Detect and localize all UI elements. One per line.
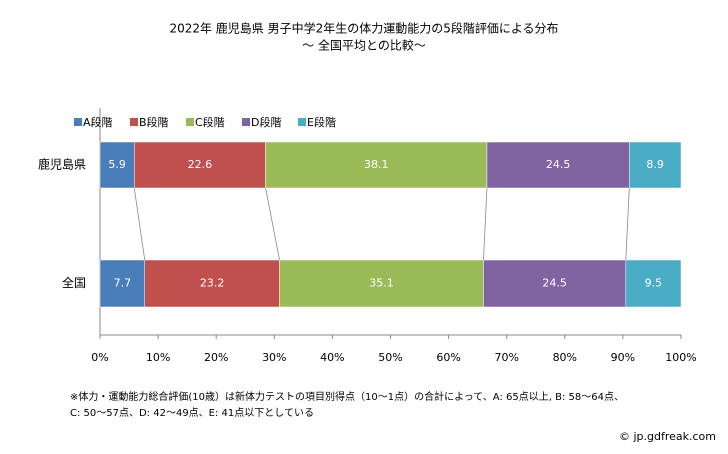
x-tick-label: 30% bbox=[262, 351, 286, 364]
bar-segment bbox=[99, 259, 145, 308]
connector-line bbox=[265, 187, 280, 261]
value-label: 38.1 bbox=[364, 158, 389, 171]
source: © jp.gdfreak.com bbox=[619, 430, 716, 443]
legend-swatch bbox=[186, 118, 194, 126]
value-label: 8.9 bbox=[646, 158, 664, 171]
x-tick-label: 40% bbox=[320, 351, 344, 364]
value-label: 5.9 bbox=[108, 158, 126, 171]
x-tick-label: 0% bbox=[91, 351, 108, 364]
bar-segment bbox=[265, 141, 488, 189]
legend-swatch bbox=[298, 118, 306, 126]
x-tick-label: 70% bbox=[494, 351, 518, 364]
y-tick-label: 鹿児島県 bbox=[38, 157, 86, 172]
legend-swatch bbox=[242, 118, 250, 126]
connector-line bbox=[133, 187, 146, 261]
legend-swatch bbox=[130, 118, 138, 126]
x-tick-label: 10% bbox=[146, 351, 170, 364]
value-label: 23.2 bbox=[200, 277, 225, 290]
value-label: 9.5 bbox=[645, 277, 663, 290]
legend-label: B段階 bbox=[139, 115, 169, 129]
chart-subtitle: ～ 全国平均との比較～ bbox=[302, 38, 426, 53]
connector-line bbox=[483, 187, 488, 261]
value-label: 24.5 bbox=[546, 158, 571, 171]
x-tick-label: 90% bbox=[611, 351, 635, 364]
value-label: 7.7 bbox=[114, 277, 132, 290]
x-tick-label: 80% bbox=[553, 351, 577, 364]
x-tick-label: 100% bbox=[665, 351, 696, 364]
connector-line bbox=[625, 187, 630, 261]
value-label: 22.6 bbox=[188, 158, 213, 171]
bar-segment bbox=[486, 141, 630, 189]
legend-label: A段階 bbox=[83, 115, 113, 129]
chart-title: 2022年 鹿児島県 男子中学2年生の体力運動能力の5段階評価による分布 bbox=[169, 21, 558, 36]
bar-segment bbox=[99, 141, 135, 189]
y-tick-label: 全国 bbox=[62, 275, 86, 290]
bar-segment bbox=[134, 141, 266, 189]
value-label: 35.1 bbox=[369, 277, 394, 290]
x-tick-label: 20% bbox=[204, 351, 228, 364]
value-label: 24.5 bbox=[542, 277, 567, 290]
bar-segment bbox=[629, 141, 682, 189]
legend-label: D段階 bbox=[251, 115, 281, 129]
legend-swatch bbox=[74, 118, 82, 126]
footnote: ※体力・運動能力総合評価(10歳）は新体力テストの項目別得点（10～1点）の合計… bbox=[70, 390, 624, 403]
bar-segment bbox=[144, 259, 280, 308]
footnote: C: 50～57点、D: 42～49点、E: 41点以下としている bbox=[70, 407, 314, 419]
bar-segment bbox=[483, 259, 627, 308]
x-tick-label: 60% bbox=[436, 351, 460, 364]
bar-segment bbox=[625, 259, 682, 308]
legend-label: E段階 bbox=[307, 115, 336, 129]
x-tick-label: 50% bbox=[378, 351, 402, 364]
legend-label: C段階 bbox=[195, 115, 225, 129]
